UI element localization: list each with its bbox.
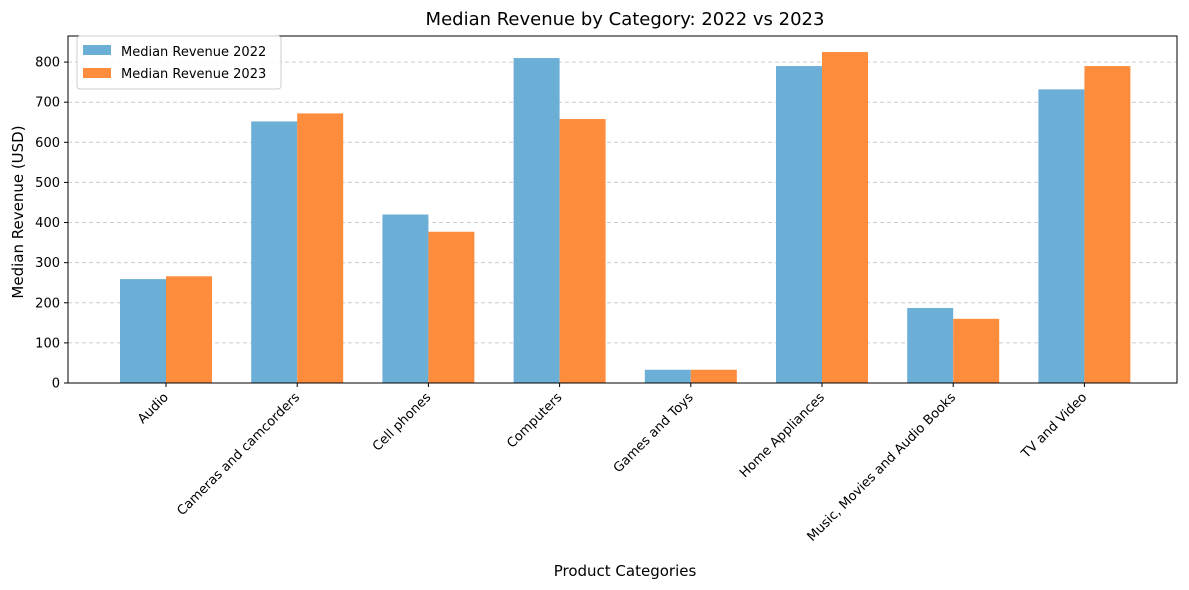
y-tick-label: 700 [35, 96, 60, 111]
x-tick-label: Audio [135, 390, 172, 427]
x-tick-label: Music, Movies and Audio Books [805, 390, 960, 545]
bar-2023 [822, 52, 868, 384]
x-tick-label: Cameras and camcorders [174, 390, 303, 519]
bar-2023 [166, 276, 212, 383]
y-tick-label: 200 [35, 296, 60, 311]
legend-label-2023: Median Revenue 2023 [121, 67, 266, 82]
legend: Median Revenue 2022 Median Revenue 2023 [76, 35, 282, 90]
bar-2022 [251, 121, 298, 384]
y-tick-label: 800 [35, 56, 60, 71]
x-tick-label: Home Appliances [737, 390, 828, 481]
legend-label-2022: Median Revenue 2022 [121, 45, 266, 60]
x-axis-label: Product Categories [554, 562, 697, 580]
bar-2023 [690, 369, 737, 383]
bar-2022 [907, 307, 954, 383]
bar-2022 [120, 279, 166, 383]
x-tick-label: Cell phones [370, 390, 434, 454]
bar-2022 [1038, 89, 1085, 383]
bars [120, 52, 1131, 384]
y-tick-label: 500 [35, 176, 60, 191]
y-axis-label: Median Revenue (USD) [9, 125, 27, 298]
bar-2023 [428, 231, 475, 383]
bar-2022 [382, 214, 429, 383]
legend-swatch-2023 [83, 68, 111, 78]
x-tick-label: Games and Toys [611, 390, 697, 476]
y-tick-label: 600 [35, 136, 60, 151]
grid-lines [68, 61, 1177, 384]
axes [67, 35, 1178, 384]
bar-2022 [644, 369, 691, 383]
bar-2023 [559, 119, 606, 383]
y-tick-label: 400 [35, 216, 60, 231]
bar-2023 [297, 113, 344, 383]
y-tick-label: 100 [35, 336, 60, 351]
bar-2023 [1084, 66, 1131, 384]
bar-2022 [513, 58, 560, 383]
bar-2023 [953, 318, 1000, 383]
x-ticks: Audio Cameras and camcorders Cell phones Co… [135, 383, 1090, 545]
x-tick-label: TV and Video [1018, 390, 1090, 462]
x-tick-label: Computers [504, 390, 565, 451]
y-tick-label: 300 [35, 256, 60, 271]
bar-2022 [776, 66, 822, 384]
plot-frame [67, 35, 1178, 384]
y-ticks: 0 100 200 300 400 500 600 700 800 [35, 56, 68, 392]
chart-title: Median Revenue by Category: 2022 vs 2023 [426, 9, 825, 30]
legend-swatch-2022 [83, 45, 111, 55]
legend-box [76, 35, 282, 90]
y-tick-label: 0 [52, 377, 60, 392]
